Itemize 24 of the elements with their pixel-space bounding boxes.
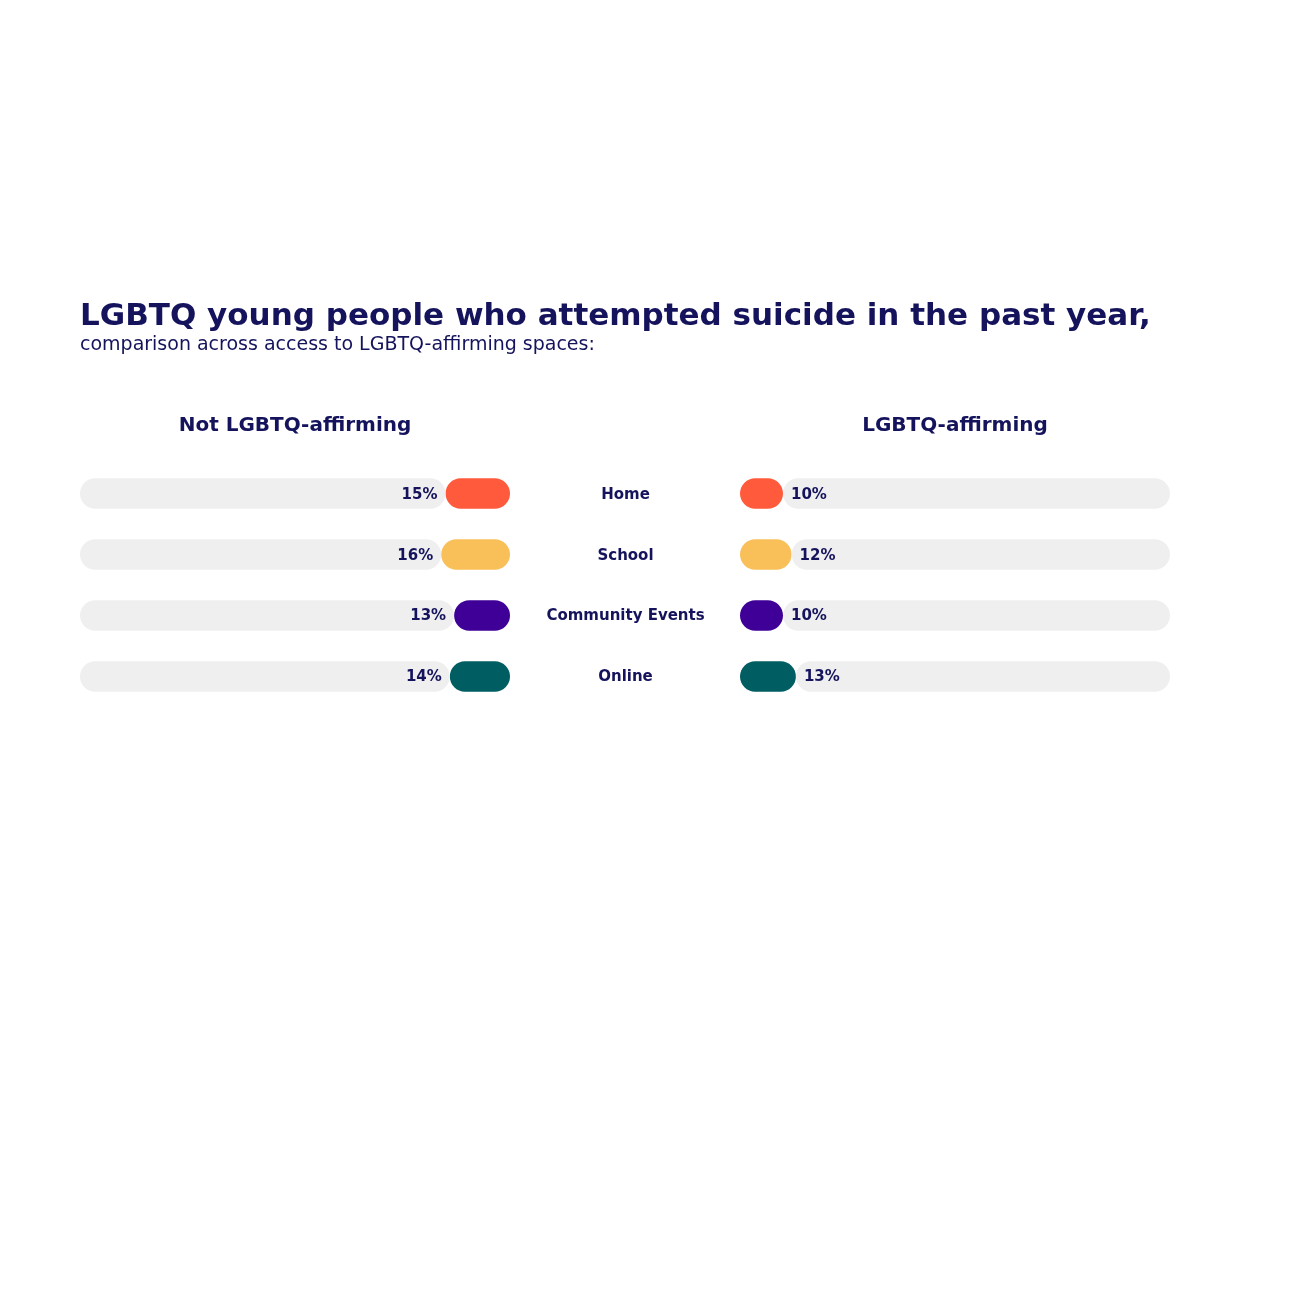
data-label: 15% (401, 484, 438, 503)
bar (80, 600, 455, 631)
text: LGBTQ young people who attempted suicide in the past year, (80, 296, 1151, 332)
y-tick-label: Home (601, 484, 650, 503)
y-tick-label: Community Events (546, 606, 705, 625)
data-label: 16% (397, 545, 434, 564)
bar (791, 539, 1170, 570)
data-label: 13% (803, 667, 840, 686)
bar (783, 600, 1170, 631)
bar (80, 661, 450, 692)
bar (80, 478, 446, 509)
bar (795, 661, 1170, 692)
bar (783, 478, 1170, 509)
data-label: 14% (405, 667, 442, 686)
text: Not LGBTQ-affirming (178, 412, 412, 436)
chart-subtitle: comparison across access to LGBTQ-affirming spaces: (80, 332, 595, 354)
y-tick-label: School (597, 545, 654, 564)
data-label: 13% (410, 606, 447, 625)
data-label: 10% (791, 484, 827, 503)
y-tick-label: Online (598, 667, 653, 686)
text: LGBTQ-affirming (862, 412, 1048, 436)
data-label: 12% (799, 545, 836, 564)
data-label: 10% (791, 606, 827, 625)
bar (80, 539, 442, 570)
